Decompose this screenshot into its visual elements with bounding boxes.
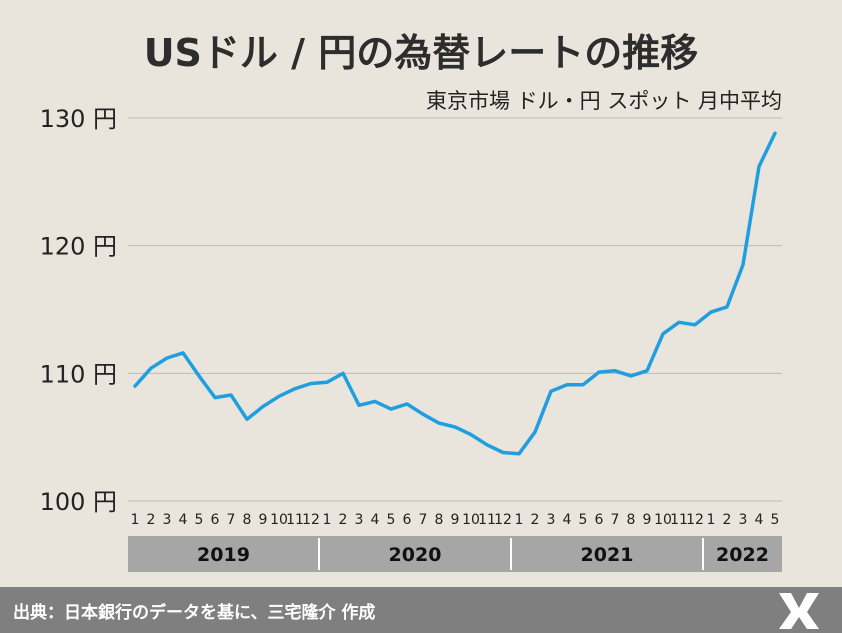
y-tick-label: 100 円 [40, 488, 117, 516]
x-tick-label: 2 [339, 512, 348, 528]
mr-logo-icon [779, 593, 819, 629]
y-tick-label: 120 円 [40, 233, 117, 261]
x-tick-label: 12 [302, 512, 320, 528]
x-tick-label: 11 [670, 512, 688, 528]
x-tick-label: 10 [654, 512, 672, 528]
x-tick-label: 12 [686, 512, 704, 528]
y-axis: 100 円 110 円 120 円 130 円 [40, 105, 117, 516]
x-tick-label: 7 [611, 512, 620, 528]
x-tick-label: 4 [371, 512, 380, 528]
year-band-background [128, 536, 782, 572]
exchange-rate-line [133, 131, 777, 456]
year-label: 2022 [716, 544, 769, 566]
x-tick-label: 4 [563, 512, 572, 528]
x-tick-label: 1 [323, 512, 332, 528]
exchange-rate-chart: USドル / 円の為替レートの推移 東京市場 ドル・円 スポット 月中平均 10… [40, 31, 782, 572]
x-tick-label: 2 [531, 512, 540, 528]
x-tick-label: 11 [478, 512, 496, 528]
x-tick-label: 3 [739, 512, 748, 528]
x-tick-label: 8 [627, 512, 636, 528]
footer-bar: 出典：日本銀行のデータを基に、三宅隆介 作成 [0, 587, 842, 633]
x-tick-label: 9 [451, 512, 460, 528]
x-tick-label: 7 [419, 512, 428, 528]
x-tick-label: 9 [643, 512, 652, 528]
x-tick-label: 8 [435, 512, 444, 528]
x-tick-label: 2 [147, 512, 156, 528]
x-tick-label: 1 [515, 512, 524, 528]
x-tick-label: 5 [771, 512, 780, 528]
x-tick-label: 5 [387, 512, 396, 528]
x-tick-label: 4 [179, 512, 188, 528]
x-tick-label: 9 [259, 512, 268, 528]
chart-subtitle: 東京市場 ドル・円 スポット 月中平均 [426, 89, 782, 113]
x-tick-label: 6 [403, 512, 412, 528]
x-tick-label: 2 [723, 512, 732, 528]
x-tick-label: 7 [227, 512, 236, 528]
x-tick-label: 3 [163, 512, 172, 528]
x-tick-label: 10 [270, 512, 288, 528]
chart-title: USドル / 円の為替レートの推移 [144, 31, 699, 75]
grid-lines [128, 117, 782, 502]
x-tick-label: 3 [355, 512, 364, 528]
x-tick-label: 6 [211, 512, 220, 528]
x-tick-label: 6 [595, 512, 604, 528]
x-tick-label: 5 [195, 512, 204, 528]
year-label: 2019 [197, 544, 250, 566]
year-label: 2021 [581, 544, 634, 566]
year-band: 2019 2020 2021 2022 [128, 536, 782, 572]
source-note: 出典：日本銀行のデータを基に、三宅隆介 作成 [13, 603, 376, 623]
x-tick-label: 11 [286, 512, 304, 528]
x-tick-label: 10 [462, 512, 480, 528]
x-tick-label: 5 [579, 512, 588, 528]
year-label: 2020 [389, 544, 442, 566]
x-tick-label: 4 [755, 512, 764, 528]
x-tick-label: 1 [707, 512, 716, 528]
y-tick-label: 110 円 [40, 360, 117, 388]
x-tick-label: 1 [131, 512, 140, 528]
x-tick-label: 12 [494, 512, 512, 528]
x-tick-label: 8 [243, 512, 252, 528]
x-tick-label: 3 [547, 512, 556, 528]
y-tick-label: 130 円 [40, 105, 117, 133]
